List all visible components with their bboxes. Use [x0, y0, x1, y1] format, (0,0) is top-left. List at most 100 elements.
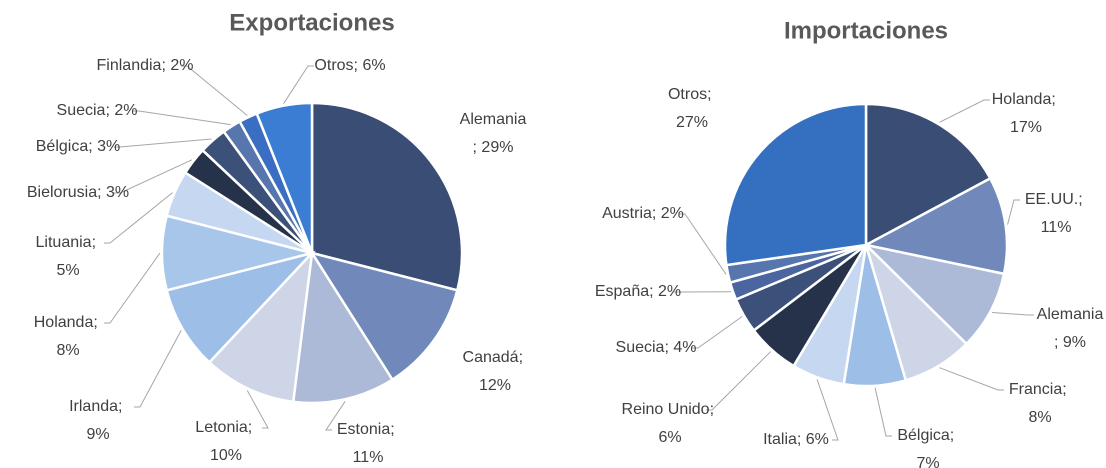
label-category: Alemania [460, 111, 527, 128]
pie-slice [207, 249, 314, 404]
label-category: Otros [668, 86, 707, 103]
label-value: 6% [362, 57, 385, 74]
label-separator: ; [710, 401, 719, 418]
label-category: Holanda [992, 91, 1052, 108]
leader-line [133, 110, 231, 126]
pie-slice [255, 101, 314, 254]
leader-line [181, 65, 248, 116]
data-label: Estonia; 11% [337, 421, 399, 466]
label-separator: ; [652, 205, 661, 222]
label-value: 9% [86, 426, 109, 443]
label-category: Lituania [36, 234, 92, 251]
label-category: Suecia [57, 102, 106, 119]
label-separator: ; [519, 349, 528, 366]
label-separator: ; [1078, 191, 1087, 208]
label-category: Francia [1009, 381, 1062, 398]
label-value: 4% [673, 339, 696, 356]
leader-line [283, 65, 314, 104]
leader-line [104, 192, 173, 244]
label-value: 7% [916, 455, 939, 468]
label-category: España [595, 283, 649, 300]
label-category: Alemania [1037, 306, 1104, 323]
label-value: 11% [353, 449, 384, 466]
pie-slice [291, 249, 395, 405]
label-value: 3% [106, 184, 129, 201]
label-value: 2% [170, 57, 193, 74]
label-category: Canadá [463, 349, 519, 366]
label-separator: ; [390, 421, 399, 438]
leader-line [1007, 199, 1020, 225]
data-label: Suecia; 4% [616, 339, 697, 356]
label-category: Italia [763, 431, 797, 448]
label-value: 8% [1028, 409, 1051, 426]
leader-line [874, 387, 892, 437]
label-separator: ; [664, 339, 673, 356]
leader-line [939, 99, 990, 123]
label-value: 2% [661, 205, 684, 222]
data-label: Italia; 6% [763, 431, 829, 448]
leader-line [692, 316, 743, 349]
label-separator: ; [161, 57, 170, 74]
label-value: 11% [1041, 219, 1072, 236]
leader-line [816, 379, 839, 441]
pie-slice [862, 176, 1009, 276]
label-value: 6% [658, 429, 681, 446]
data-label: Bélgica; 7% [897, 427, 958, 468]
pie-slice [864, 102, 992, 248]
label-separator: ; [797, 431, 806, 448]
data-label: Holanda; 8% [34, 314, 103, 359]
label-separator: ; [649, 283, 658, 300]
label-separator: ; [93, 314, 102, 331]
label-separator: ; [92, 234, 101, 251]
label-category: Letonia [195, 419, 248, 436]
pie-slice [310, 101, 464, 292]
pie-slice [309, 251, 459, 382]
label-separator: ; [473, 139, 482, 156]
label-value: 2% [114, 102, 137, 119]
label-value: 2% [658, 283, 681, 300]
label-value: 12% [479, 377, 511, 394]
label-separator: ; [707, 86, 716, 103]
data-label: Letonia; 10% [195, 419, 256, 464]
label-separator: ; [1051, 91, 1060, 108]
label-category: Otros [314, 57, 353, 74]
label-category: Reino Unido [622, 401, 710, 418]
data-label: Bélgica; 3% [36, 138, 121, 155]
label-value: 29% [481, 139, 513, 156]
label-separator: ; [105, 102, 114, 119]
label-separator: ; [1054, 334, 1063, 351]
label-value: 10% [210, 447, 242, 464]
data-label: España; 2% [595, 283, 681, 300]
data-label: Austria; 2% [602, 205, 684, 222]
leader-line [114, 138, 212, 148]
data-label: Finlandia; 2% [97, 57, 194, 74]
label-value: 8% [56, 342, 79, 359]
leader-line [679, 213, 727, 275]
label-value: 3% [97, 138, 120, 155]
data-label: Holanda; 17% [992, 91, 1061, 136]
label-category: Estonia [337, 421, 390, 438]
label-separator: ; [88, 138, 97, 155]
chart-title: Importaciones [784, 17, 948, 44]
label-value: 27% [676, 114, 708, 131]
leader-line [939, 367, 1004, 391]
label-separator: ; [354, 57, 363, 74]
label-value: 17% [1010, 119, 1042, 136]
label-category: Finlandia [97, 57, 162, 74]
label-value: 9% [1063, 334, 1086, 351]
label-category: Bielorusia [27, 184, 97, 201]
label-separator: ; [97, 184, 106, 201]
leader-line [325, 401, 346, 431]
label-category: Austria [602, 205, 652, 222]
pie-slice [165, 250, 316, 365]
leader-line [114, 159, 193, 194]
data-label: Otros; 6% [314, 57, 385, 74]
label-separator: ; [950, 427, 959, 444]
data-label: Otros; 27% [668, 86, 716, 131]
label-value: 6% [806, 431, 829, 448]
leader-line [246, 390, 269, 429]
data-label: Francia; 8% [1009, 381, 1071, 426]
leader-line [706, 351, 772, 411]
label-separator: ; [1062, 381, 1071, 398]
